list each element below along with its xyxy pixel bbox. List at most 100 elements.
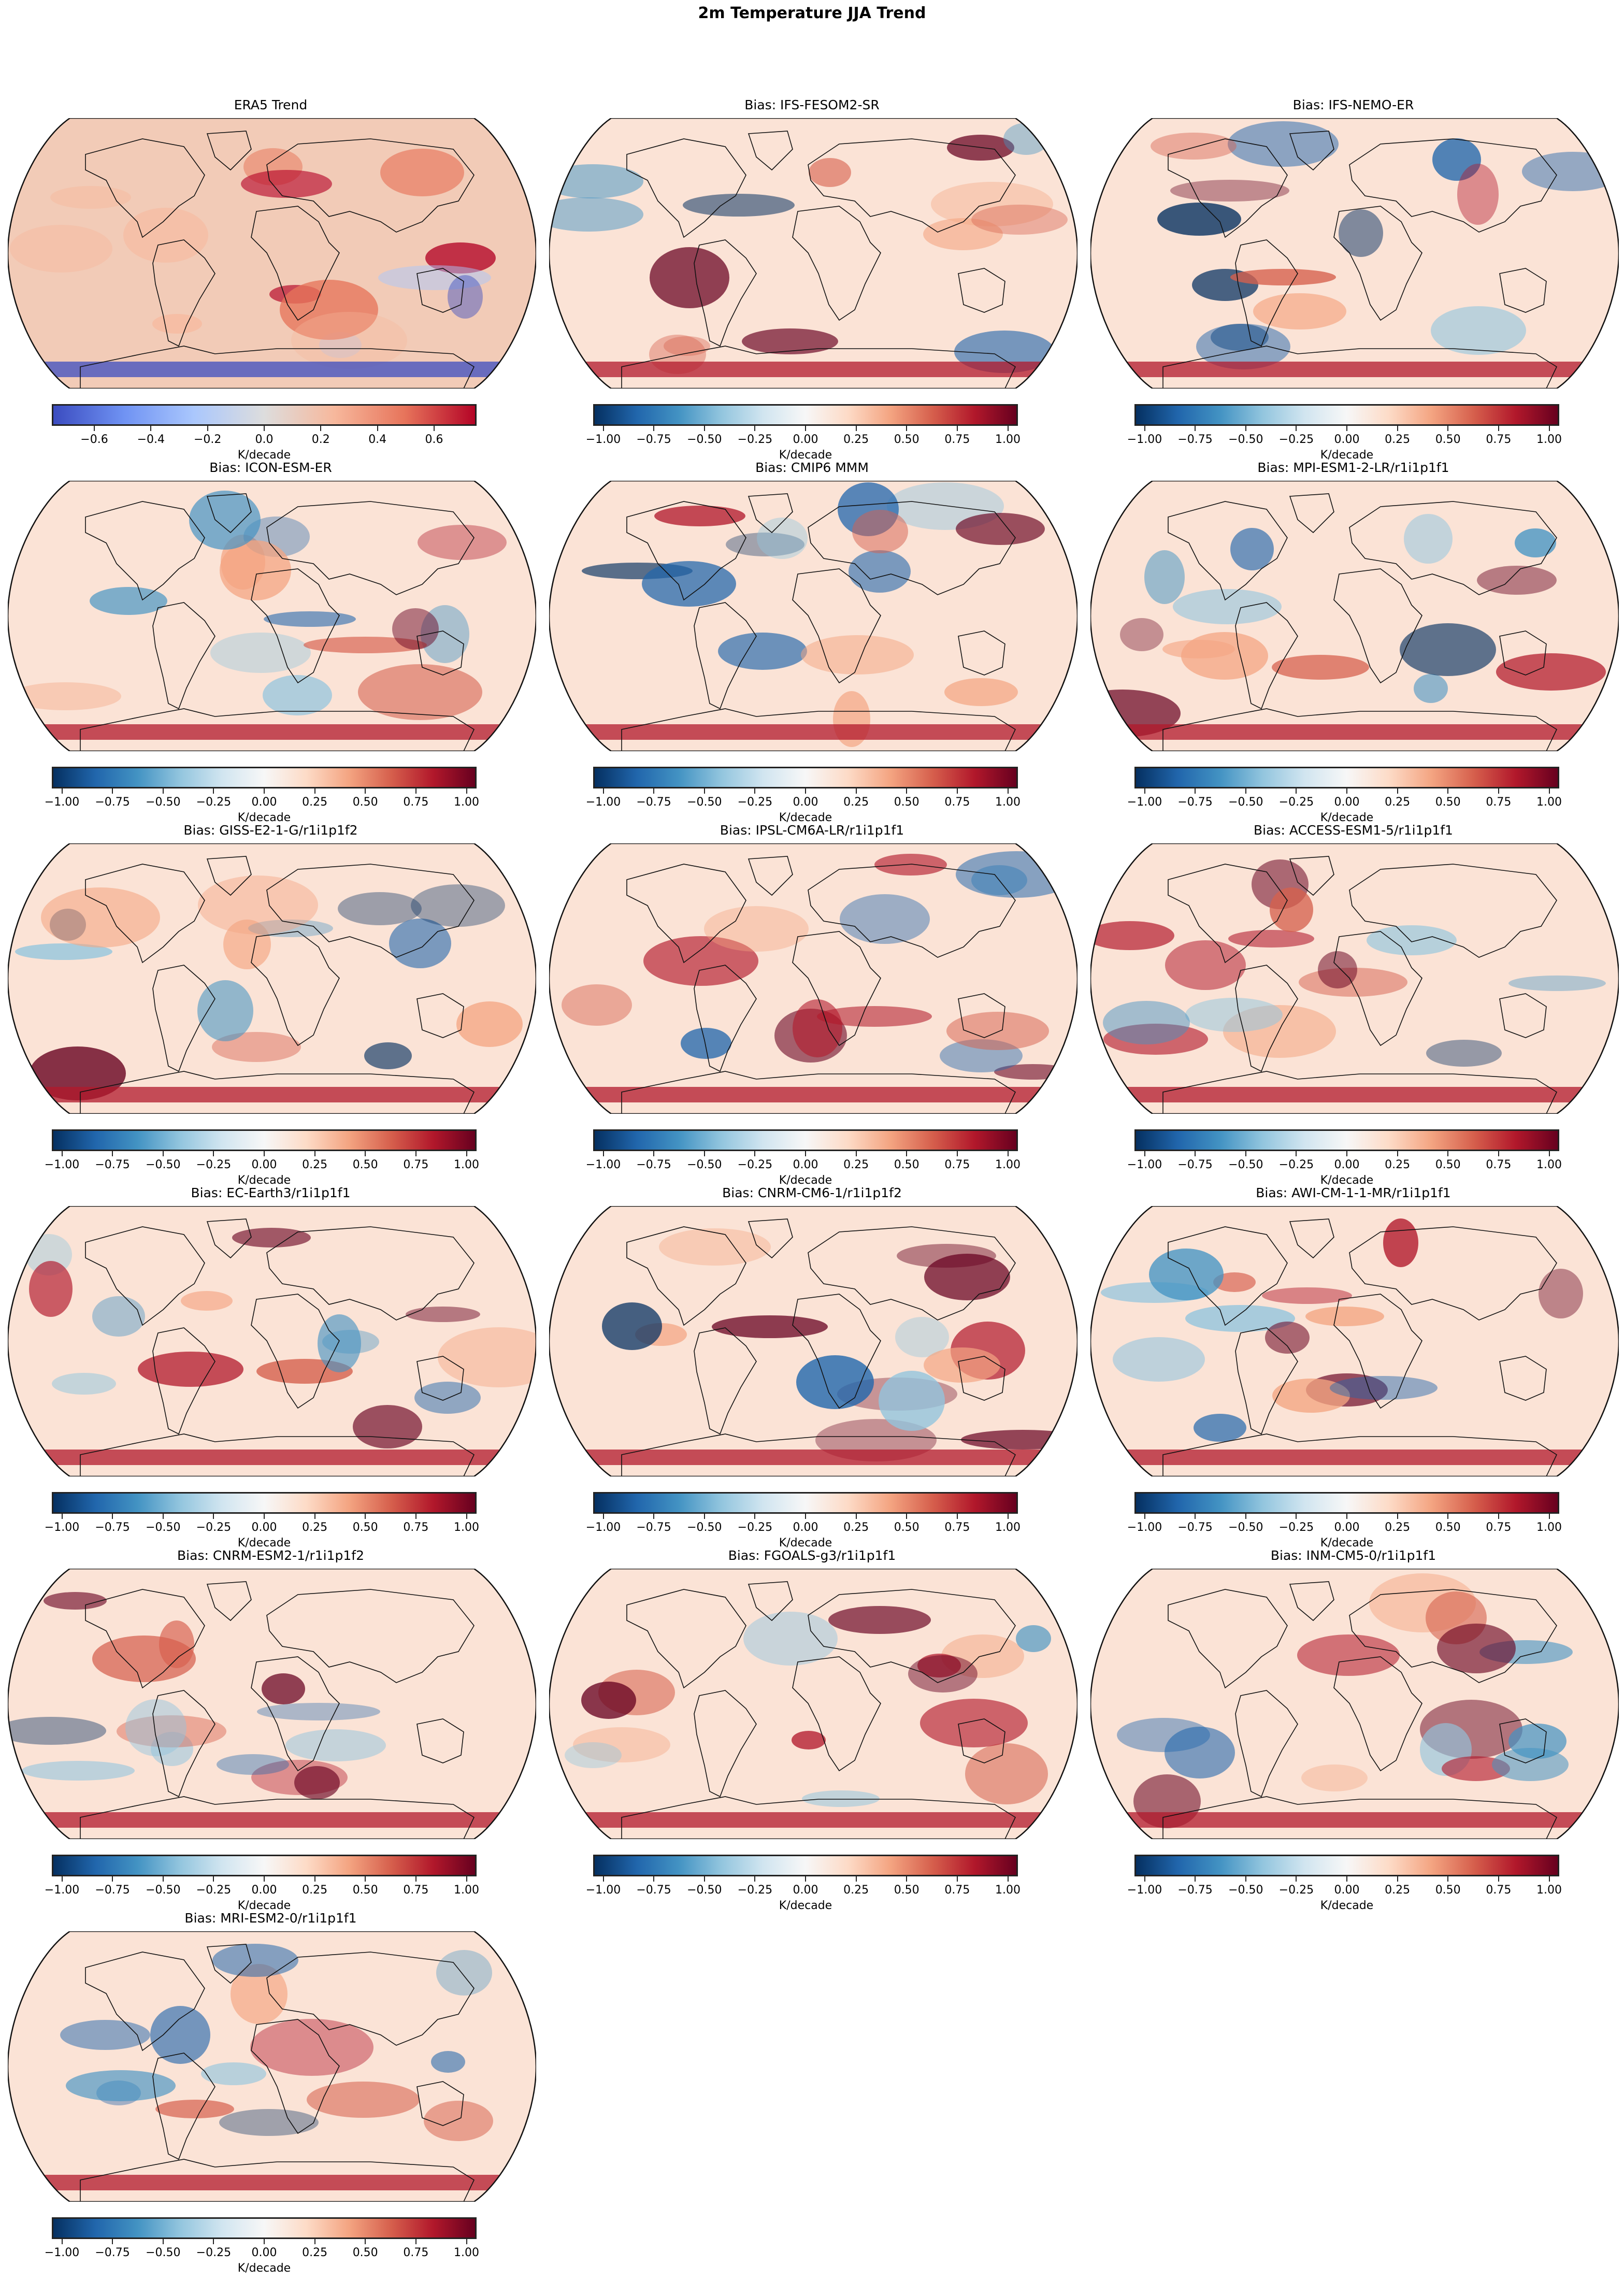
tick-label: −0.25 xyxy=(1278,796,1314,809)
tick-label: 0.50 xyxy=(894,796,919,809)
colorbar-ticks: −1.00 −0.75 −0.50 −0.25 0.00 0.25 0.50 0.75 1.00 xyxy=(45,1514,479,1545)
tick-label: 0.00 xyxy=(1334,1521,1360,1534)
tick-mark xyxy=(1296,788,1297,794)
tick-mark xyxy=(855,426,857,431)
colorbar xyxy=(1134,1129,1559,1151)
world-map xyxy=(1090,843,1619,1114)
tick-mark xyxy=(264,426,265,431)
tick-mark xyxy=(1346,1151,1347,1156)
tick-mark xyxy=(703,426,705,431)
tick-label: −0.75 xyxy=(95,2246,130,2259)
tick-mark xyxy=(703,1514,705,1519)
tick-mark xyxy=(703,1151,705,1156)
tick-mark xyxy=(602,1514,604,1519)
tick-mark xyxy=(754,788,756,794)
tick-mark xyxy=(1397,1876,1398,1882)
tick-mark xyxy=(1144,788,1145,794)
tick-label: 0.25 xyxy=(1385,796,1411,809)
tick-mark xyxy=(162,1514,164,1519)
tick-mark xyxy=(415,1151,416,1156)
tick-mark xyxy=(314,788,315,794)
world-map xyxy=(549,843,1077,1114)
tick-mark xyxy=(1548,426,1550,431)
tick-mark xyxy=(365,788,366,794)
colorbar-label: K/decade xyxy=(1320,1174,1374,1187)
tick-mark xyxy=(805,1514,806,1519)
tick-label: 0.50 xyxy=(894,1158,919,1171)
tick-label: 0.00 xyxy=(251,1158,277,1171)
colorbar-label: K/decade xyxy=(1320,1899,1374,1912)
tick-label: −0.75 xyxy=(95,1884,130,1897)
tick-mark xyxy=(213,788,214,794)
tick-mark xyxy=(1144,1151,1145,1156)
tick-mark xyxy=(1296,1151,1297,1156)
tick-label: 0.25 xyxy=(1385,1158,1411,1171)
colorbar xyxy=(593,1129,1018,1151)
tick-mark xyxy=(314,1876,315,1882)
world-map xyxy=(549,118,1077,389)
colorbar-ticks: −1.00 −0.75 −0.50 −0.25 0.00 0.25 0.50 0.75 1.00 xyxy=(45,2239,479,2270)
tick-mark xyxy=(1245,1876,1246,1882)
tick-mark xyxy=(1245,1514,1246,1519)
tick-label: 0.25 xyxy=(843,1158,869,1171)
tick-mark xyxy=(754,1151,756,1156)
colorbar xyxy=(593,767,1018,788)
tick-mark xyxy=(365,1876,366,1882)
tick-mark xyxy=(415,1514,416,1519)
tick-mark xyxy=(1144,426,1145,431)
map-panel: Bias: CNRM-ESM2-1/r1i1p1f2 xyxy=(0,1544,541,1912)
tick-label: −0.50 xyxy=(687,1521,722,1534)
tick-label: 0.50 xyxy=(1435,1158,1461,1171)
panel-title: Bias: IFS-FESOM2-SR xyxy=(744,97,880,112)
tick-label: −1.00 xyxy=(44,2246,80,2259)
tick-label: −1.00 xyxy=(585,1884,621,1897)
panel-title: Bias: IPSL-CM6A-LR/r1i1p1f1 xyxy=(720,823,904,838)
tick-label: −0.50 xyxy=(1228,433,1263,446)
map-graphic xyxy=(1090,1206,1619,1476)
colorbar-ticks: −1.00 −0.75 −0.50 −0.25 0.00 0.25 0.50 0.75 1.00 xyxy=(586,1514,1021,1545)
tick-label: −0.75 xyxy=(1177,1884,1213,1897)
tick-label: −0.25 xyxy=(737,433,773,446)
tick-label: 0.75 xyxy=(403,796,429,809)
colorbar-ticks: −1.00 −0.75 −0.50 −0.25 0.00 0.25 0.50 0.75 1.00 xyxy=(586,1151,1021,1182)
tick-mark xyxy=(1144,1514,1145,1519)
map-graphic xyxy=(549,843,1077,1114)
map-panel: Bias: AWI-CM-1-1-MR/r1i1p1f1 xyxy=(1083,1181,1624,1550)
tick-mark xyxy=(377,426,378,431)
panel-title: Bias: ICON-ESM-ER xyxy=(209,460,332,475)
tick-label: −0.25 xyxy=(196,2246,232,2259)
tick-mark xyxy=(264,1151,265,1156)
panel-title: Bias: MPI-ESM1-2-LR/r1i1p1f1 xyxy=(1257,460,1449,475)
colorbar xyxy=(1134,1855,1559,1876)
tick-label: 0.4 xyxy=(368,433,387,446)
colorbar-label: K/decade xyxy=(779,1174,832,1187)
tick-mark xyxy=(213,1151,214,1156)
tick-mark xyxy=(906,1151,908,1156)
panel-title: Bias: IFS-NEMO-ER xyxy=(1292,97,1414,112)
tick-label: 0.00 xyxy=(793,1158,818,1171)
tick-mark xyxy=(1447,1876,1449,1882)
tick-label: −0.75 xyxy=(1177,796,1213,809)
tick-mark xyxy=(1498,1876,1499,1882)
colorbar-label: K/decade xyxy=(1320,811,1374,824)
tick-label: 0.25 xyxy=(843,796,869,809)
tick-mark xyxy=(1007,1876,1009,1882)
tick-label: 0.00 xyxy=(251,1884,277,1897)
tick-label: −0.2 xyxy=(193,433,222,446)
tick-label: −0.25 xyxy=(1278,1884,1314,1897)
tick-label: 0.25 xyxy=(1385,1884,1411,1897)
tick-label: −1.00 xyxy=(1127,433,1162,446)
tick-label: −0.75 xyxy=(95,1158,130,1171)
colorbar-label: K/decade xyxy=(237,811,291,824)
tick-label: 0.50 xyxy=(352,1521,378,1534)
tick-label: 0.25 xyxy=(843,1521,869,1534)
panel-title: Bias: CMIP6 MMM xyxy=(755,460,869,475)
tick-mark xyxy=(365,2239,366,2244)
tick-label: −0.6 xyxy=(80,433,108,446)
tick-label: 1.00 xyxy=(454,1884,479,1897)
tick-label: 0.75 xyxy=(944,1158,970,1171)
colorbar-label: K/decade xyxy=(779,449,832,462)
tick-label: 0.50 xyxy=(1435,1521,1461,1534)
tick-label: 0.75 xyxy=(1486,1158,1512,1171)
tick-label: 0.75 xyxy=(403,1521,429,1534)
